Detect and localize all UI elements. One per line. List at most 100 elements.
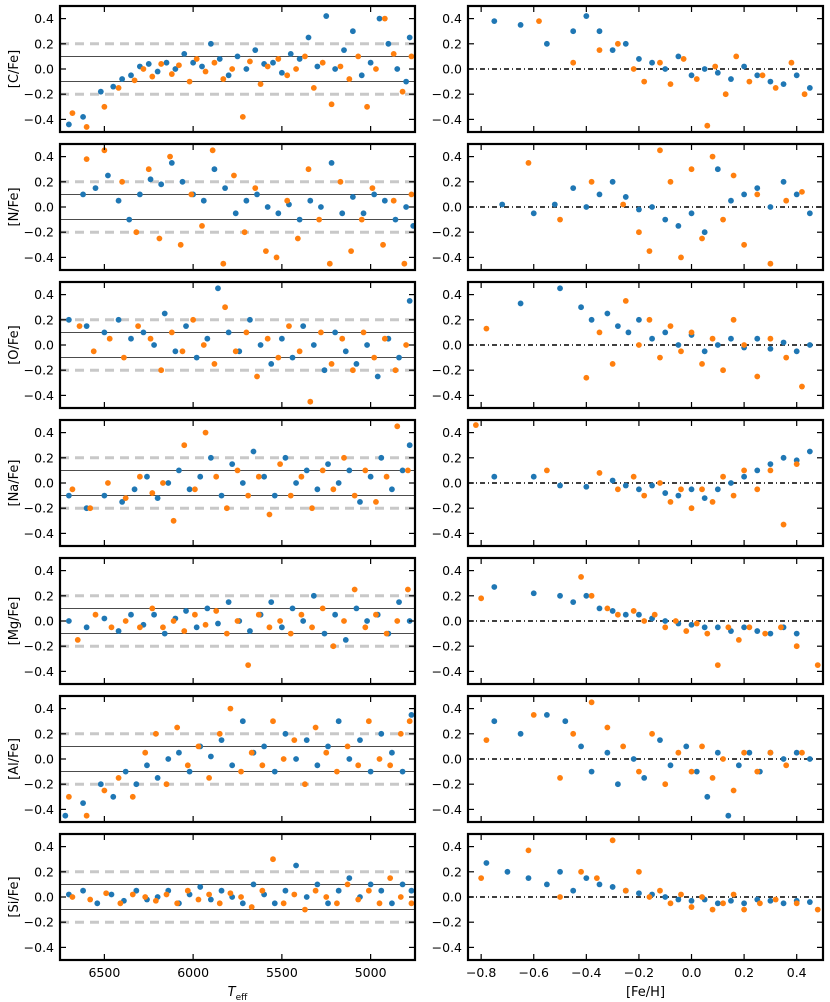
data-point-blue xyxy=(94,900,101,907)
data-point-blue xyxy=(806,899,813,905)
data-point-orange xyxy=(119,178,126,185)
data-point-orange xyxy=(783,762,790,769)
data-point-orange xyxy=(390,50,397,57)
data-point-orange xyxy=(746,78,753,85)
data-point-orange xyxy=(622,298,629,304)
data-point-orange xyxy=(578,868,584,875)
data-point-orange xyxy=(222,304,228,311)
data-point-blue xyxy=(389,749,395,756)
data-point-orange xyxy=(231,172,237,179)
data-point-blue xyxy=(328,160,335,166)
data-point-blue xyxy=(119,76,126,82)
data-point-blue xyxy=(122,768,129,775)
data-point-blue xyxy=(218,887,225,894)
x-tick-label: 6500 xyxy=(88,965,120,980)
data-point-orange xyxy=(680,56,687,62)
data-point-blue xyxy=(483,860,490,866)
data-point-blue xyxy=(115,197,122,204)
y-tick-label: 0.2 xyxy=(442,450,462,465)
data-point-orange xyxy=(799,383,805,390)
data-point-blue xyxy=(268,599,275,605)
data-point-blue xyxy=(557,482,563,489)
y-tick-label: −0.4 xyxy=(24,664,54,679)
data-point-orange xyxy=(149,73,156,80)
data-point-blue xyxy=(517,730,524,737)
data-point-orange xyxy=(699,486,705,493)
data-point-blue xyxy=(215,620,221,627)
data-point-orange xyxy=(630,608,637,614)
data-point-orange xyxy=(83,156,90,163)
data-point-orange xyxy=(478,595,485,602)
data-point-blue xyxy=(596,605,603,612)
data-point-orange xyxy=(688,505,695,512)
data-point-orange xyxy=(247,58,253,65)
data-point-blue xyxy=(408,887,415,894)
data-point-orange xyxy=(149,605,156,612)
data-point-blue xyxy=(517,22,524,28)
y-tick-label: 0.4 xyxy=(34,563,54,578)
data-point-blue xyxy=(65,121,72,128)
data-point-blue xyxy=(303,737,310,743)
data-point-orange xyxy=(620,201,627,208)
data-point-orange xyxy=(280,900,287,907)
data-point-orange xyxy=(614,486,621,493)
data-point-orange xyxy=(735,637,742,643)
data-point-blue xyxy=(530,473,537,480)
data-point-orange xyxy=(406,718,413,725)
y-tick-label: −0.2 xyxy=(432,87,462,102)
data-point-blue xyxy=(264,204,271,210)
data-point-orange xyxy=(209,147,216,154)
data-point-blue xyxy=(530,590,537,597)
data-point-orange xyxy=(557,775,563,781)
x-tick-label: 5500 xyxy=(266,965,298,980)
data-point-orange xyxy=(397,730,404,737)
data-point-blue xyxy=(701,348,708,355)
data-point-orange xyxy=(131,77,138,84)
panel-nfe-feh: −0.4 −0.2 0.0 0.2 0.4 xyxy=(432,142,825,272)
data-point-orange xyxy=(255,473,262,480)
y-tick-label: 0.2 xyxy=(442,726,462,741)
data-point-orange xyxy=(337,63,344,70)
y-tick-label: 0.2 xyxy=(34,726,54,741)
data-point-orange xyxy=(266,511,273,518)
data-point-orange xyxy=(199,223,205,229)
data-point-orange xyxy=(712,63,719,70)
data-point-blue xyxy=(596,881,603,888)
panel-frame xyxy=(58,4,417,134)
data-point-blue xyxy=(392,216,399,223)
data-point-blue xyxy=(193,624,200,631)
data-point-orange xyxy=(394,423,401,430)
y-tick-label: −0.4 xyxy=(432,112,462,127)
data-point-blue xyxy=(767,461,774,467)
data-point-blue xyxy=(403,204,410,210)
data-point-orange xyxy=(328,361,335,367)
data-point-blue xyxy=(367,881,374,888)
data-point-blue xyxy=(293,756,299,762)
y-tick-label: 0.4 xyxy=(442,701,462,716)
y-tick-label: 0.4 xyxy=(442,839,462,854)
data-point-blue xyxy=(688,621,695,628)
data-point-orange xyxy=(741,342,748,348)
scatter-points xyxy=(491,13,813,129)
data-point-blue xyxy=(80,800,86,806)
data-point-orange xyxy=(667,178,674,185)
data-point-blue xyxy=(119,499,126,505)
data-point-blue xyxy=(115,628,122,634)
data-point-orange xyxy=(380,241,386,248)
data-point-blue xyxy=(793,348,800,355)
data-point-blue xyxy=(250,881,257,888)
y-tick-label: 0.2 xyxy=(442,864,462,879)
data-point-blue xyxy=(636,890,642,897)
data-point-orange xyxy=(129,793,136,800)
y-tick-label: −0.4 xyxy=(24,940,54,955)
data-point-blue xyxy=(341,47,347,53)
data-point-orange xyxy=(238,768,244,775)
data-point-blue xyxy=(557,285,563,292)
data-point-orange xyxy=(188,191,195,198)
data-point-orange xyxy=(344,881,351,888)
data-point-blue xyxy=(596,191,603,198)
data-point-orange xyxy=(578,574,584,580)
y-tick-label: 0.0 xyxy=(442,62,462,77)
scatter-points xyxy=(65,13,415,130)
data-point-blue xyxy=(399,881,406,888)
